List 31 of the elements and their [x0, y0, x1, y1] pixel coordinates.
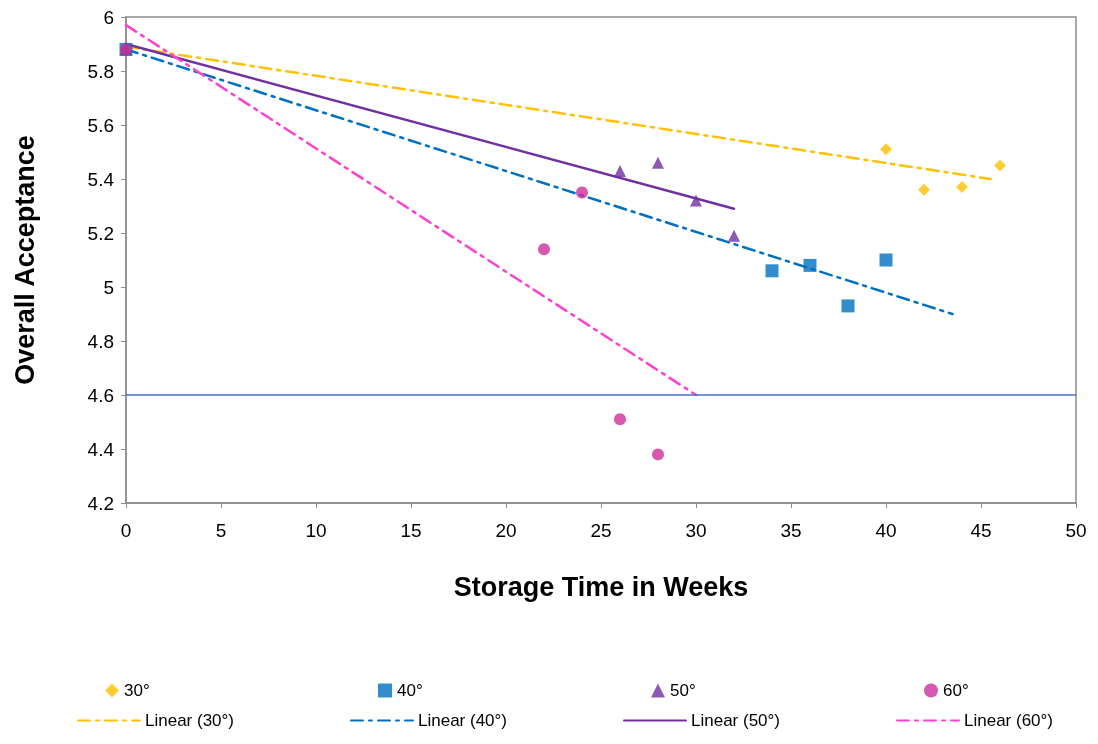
y-tick-label: 4.2 [87, 492, 114, 514]
y-tick-label: 4.4 [87, 438, 115, 460]
x-tick-label: 25 [590, 520, 612, 541]
x-tick-label: 40 [875, 520, 897, 541]
legend-label: Linear (60°) [964, 711, 1054, 730]
legend-label: Linear (40°) [418, 711, 508, 730]
x-tick-label: 50 [1065, 520, 1087, 541]
y-tick-label: 5.4 [87, 168, 115, 190]
y-tick-label: 5.6 [87, 114, 114, 136]
x-tick-label: 15 [400, 520, 422, 541]
x-tick-label: 35 [780, 520, 802, 541]
x-tick-label: 20 [495, 520, 517, 541]
y-tick-label: 6 [103, 6, 114, 28]
y-tick-label: 5 [103, 276, 114, 298]
legend-label: Linear (50°) [691, 711, 781, 730]
x-tick-label: 10 [305, 520, 327, 541]
x-axis-title: Storage Time in Weeks [453, 571, 749, 602]
y-tick-label: 5.8 [87, 60, 114, 82]
x-tick-label: 0 [120, 520, 132, 541]
y-axis-title: Overall Acceptance [9, 135, 40, 385]
y-tick-label: 4.6 [87, 384, 114, 406]
y-tick-label: 4.8 [87, 330, 114, 352]
legend-label: 30° [124, 681, 150, 700]
legend-label: 40° [397, 681, 423, 700]
legend-label: 60° [943, 681, 969, 700]
legend-label: 50° [670, 681, 696, 700]
y-tick-label: 5.2 [87, 222, 114, 244]
x-tick-label: 45 [970, 520, 992, 541]
x-tick-label: 30 [685, 520, 707, 541]
legend-label: Linear (30°) [145, 711, 235, 730]
x-tick-label: 5 [215, 520, 227, 541]
